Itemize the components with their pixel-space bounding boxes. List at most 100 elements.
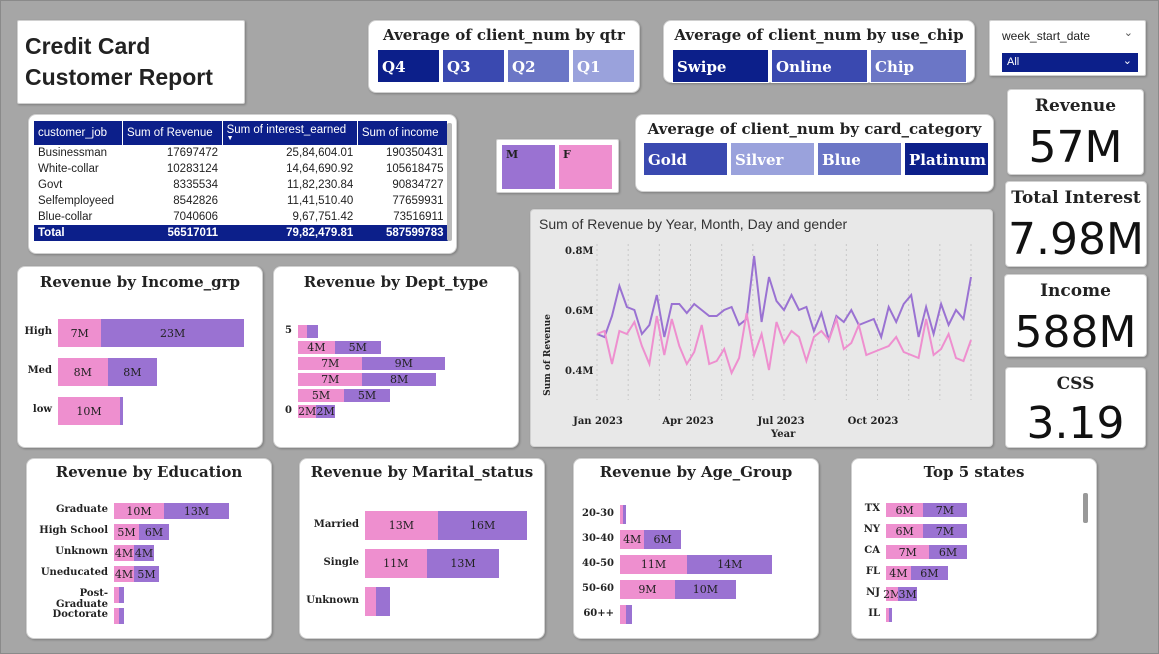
- card-category-slicer-title: Average of client_num by card_category: [647, 120, 982, 138]
- table-row[interactable]: Selfemployeed 8542826 11,41,510.40 77659931: [34, 193, 448, 209]
- bar-m-4[interactable]: 5M: [344, 389, 390, 402]
- bar-f-3[interactable]: 9M: [620, 580, 675, 599]
- bar-m-0[interactable]: [623, 505, 627, 524]
- slicer-option-use_chip-swipe[interactable]: Swipe: [672, 49, 769, 83]
- table-scrollbar[interactable]: [447, 123, 452, 241]
- bar-m-0[interactable]: [307, 325, 319, 338]
- table-cell: 105618475: [385, 163, 444, 175]
- bar-m-2[interactable]: 4M: [134, 545, 154, 561]
- card-category-slicer: Average of client_num by card_category G…: [635, 114, 994, 192]
- bar-f-2[interactable]: 10M: [58, 397, 120, 425]
- table-cell: 90834727: [392, 179, 444, 191]
- table-header-0[interactable]: customer_job: [34, 121, 123, 145]
- bar-f-2[interactable]: 7M: [298, 357, 363, 370]
- bar-f-0[interactable]: 13M: [365, 511, 438, 540]
- bar-f-1[interactable]: 4M: [620, 530, 645, 549]
- bar-m-2[interactable]: 9M: [362, 357, 446, 370]
- slicer-option-card_category-gold[interactable]: Gold: [643, 142, 728, 176]
- line-series-f[interactable]: [596, 312, 972, 376]
- bar-f-0[interactable]: [620, 505, 624, 524]
- table-cell: 77659931: [392, 195, 444, 207]
- bar-f-3[interactable]: 4M: [886, 566, 911, 580]
- bar-m-1[interactable]: 13M: [426, 549, 500, 578]
- bar-m-2[interactable]: 6M: [929, 545, 967, 559]
- week-start-date-dropdown[interactable]: All ⌄: [1002, 53, 1138, 72]
- slicer-option-gender-f[interactable]: F: [558, 144, 613, 190]
- bar-data-label: 7M: [321, 357, 340, 370]
- bar-f-2[interactable]: [365, 587, 377, 616]
- bar-f-4[interactable]: 5M: [298, 389, 344, 402]
- bar-m-0[interactable]: 7M: [923, 503, 967, 517]
- bar-f-4[interactable]: 2M: [883, 587, 901, 601]
- bar-f-5[interactable]: [886, 608, 889, 622]
- slicer-option-qtr-q4[interactable]: Q4: [377, 49, 440, 83]
- table-header-1[interactable]: Sum of Revenue: [122, 121, 223, 145]
- table-total-row[interactable]: Total 56517011 79,82,479.81 587599783: [34, 225, 448, 241]
- table-cell: Selfemployeed: [38, 195, 115, 207]
- bar-m-1[interactable]: 5M: [334, 341, 381, 354]
- bar-f-5[interactable]: [114, 608, 119, 624]
- slicer-option-qtr-q2[interactable]: Q2: [507, 49, 570, 83]
- line-series-m[interactable]: [596, 255, 972, 344]
- bar-f-2[interactable]: 11M: [620, 555, 688, 574]
- bar-f-0[interactable]: 6M: [886, 503, 924, 517]
- bar-m-2[interactable]: 14M: [687, 555, 773, 574]
- bar-m-3[interactable]: 8M: [362, 373, 436, 386]
- bar-f-0[interactable]: [298, 325, 308, 338]
- bar-f-1[interactable]: 4M: [298, 341, 335, 354]
- bar-m-0[interactable]: 13M: [164, 503, 229, 519]
- slicer-option-card_category-blue[interactable]: Blue: [817, 142, 902, 176]
- slicer-option-card_category-platinum[interactable]: Platinum: [904, 142, 989, 176]
- bar-m-0[interactable]: 16M: [437, 511, 528, 540]
- bar-m-2[interactable]: [120, 397, 123, 425]
- bar-f-2[interactable]: 7M: [886, 545, 930, 559]
- bar-m-1[interactable]: 8M: [107, 358, 158, 386]
- bar-f-3[interactable]: 7M: [298, 373, 363, 386]
- bar-f-1[interactable]: 5M: [114, 524, 139, 540]
- table-row[interactable]: Govt 8335534 11,82,230.84 90834727: [34, 177, 448, 193]
- bar-f-2[interactable]: 4M: [114, 545, 134, 561]
- bar-m-5[interactable]: 2M: [316, 405, 335, 418]
- bar-m-4[interactable]: [626, 605, 633, 624]
- top-states-scrollbar[interactable]: [1083, 493, 1088, 523]
- kpi-css: CSS 3.19: [1005, 367, 1146, 449]
- bar-f-0[interactable]: 7M: [58, 319, 102, 347]
- bar-f-1[interactable]: 8M: [58, 358, 108, 386]
- bar-m-4[interactable]: [119, 587, 124, 603]
- bar-m-4[interactable]: 3M: [898, 587, 917, 601]
- bar-f-4[interactable]: [620, 605, 627, 624]
- slicer-option-use_chip-chip[interactable]: Chip: [870, 49, 967, 83]
- bar-m-1[interactable]: 6M: [644, 530, 681, 549]
- table-row[interactable]: White-collar 10283124 14,64,690.92 10561847…: [34, 161, 448, 177]
- bar-m-2[interactable]: [376, 587, 391, 616]
- table-cell: 190350431: [385, 147, 444, 159]
- bar-m-5[interactable]: [889, 608, 892, 622]
- bar-data-label: 6M: [938, 545, 958, 559]
- bar-f-4[interactable]: [114, 587, 119, 603]
- bar-m-3[interactable]: 10M: [674, 580, 736, 599]
- bar-m-1[interactable]: 6M: [139, 524, 169, 540]
- bar-m-3[interactable]: 5M: [134, 566, 159, 582]
- slicer-option-qtr-q3[interactable]: Q3: [442, 49, 505, 83]
- bar-f-0[interactable]: 10M: [114, 503, 164, 519]
- table-row[interactable]: Blue-collar 7040606 9,67,751.42 73516911: [34, 209, 448, 225]
- slicer-option-use_chip-online[interactable]: Online: [771, 49, 868, 83]
- bar-m-3[interactable]: 6M: [910, 566, 948, 580]
- bar-data-label: 6M: [653, 533, 672, 546]
- bar-f-5[interactable]: 2M: [298, 405, 317, 418]
- bar-m-1[interactable]: 7M: [923, 524, 967, 538]
- bar-m-0[interactable]: 23M: [101, 319, 244, 347]
- bar-f-1[interactable]: 6M: [886, 524, 924, 538]
- slicer-option-qtr-q1[interactable]: Q1: [572, 49, 635, 83]
- table-header-2[interactable]: Sum of interest_earned ▼: [222, 121, 358, 145]
- chevron-up-icon[interactable]: ⌄: [1123, 26, 1133, 39]
- table-row[interactable]: Businessman 17697472 25,84,604.01 190350431: [34, 145, 448, 161]
- kpi-total-interest: Total Interest 7.98M: [1005, 181, 1147, 267]
- slicer-option-gender-m[interactable]: M: [501, 144, 556, 190]
- slicer-option-card_category-silver[interactable]: Silver: [730, 142, 815, 176]
- bar-f-1[interactable]: 11M: [365, 549, 427, 578]
- bar-m-5[interactable]: [119, 608, 124, 624]
- week-start-date-filter: week_start_date ⌄ All ⌄: [989, 20, 1146, 76]
- table-header-3[interactable]: Sum of income: [357, 121, 449, 145]
- bar-f-3[interactable]: 4M: [114, 566, 134, 582]
